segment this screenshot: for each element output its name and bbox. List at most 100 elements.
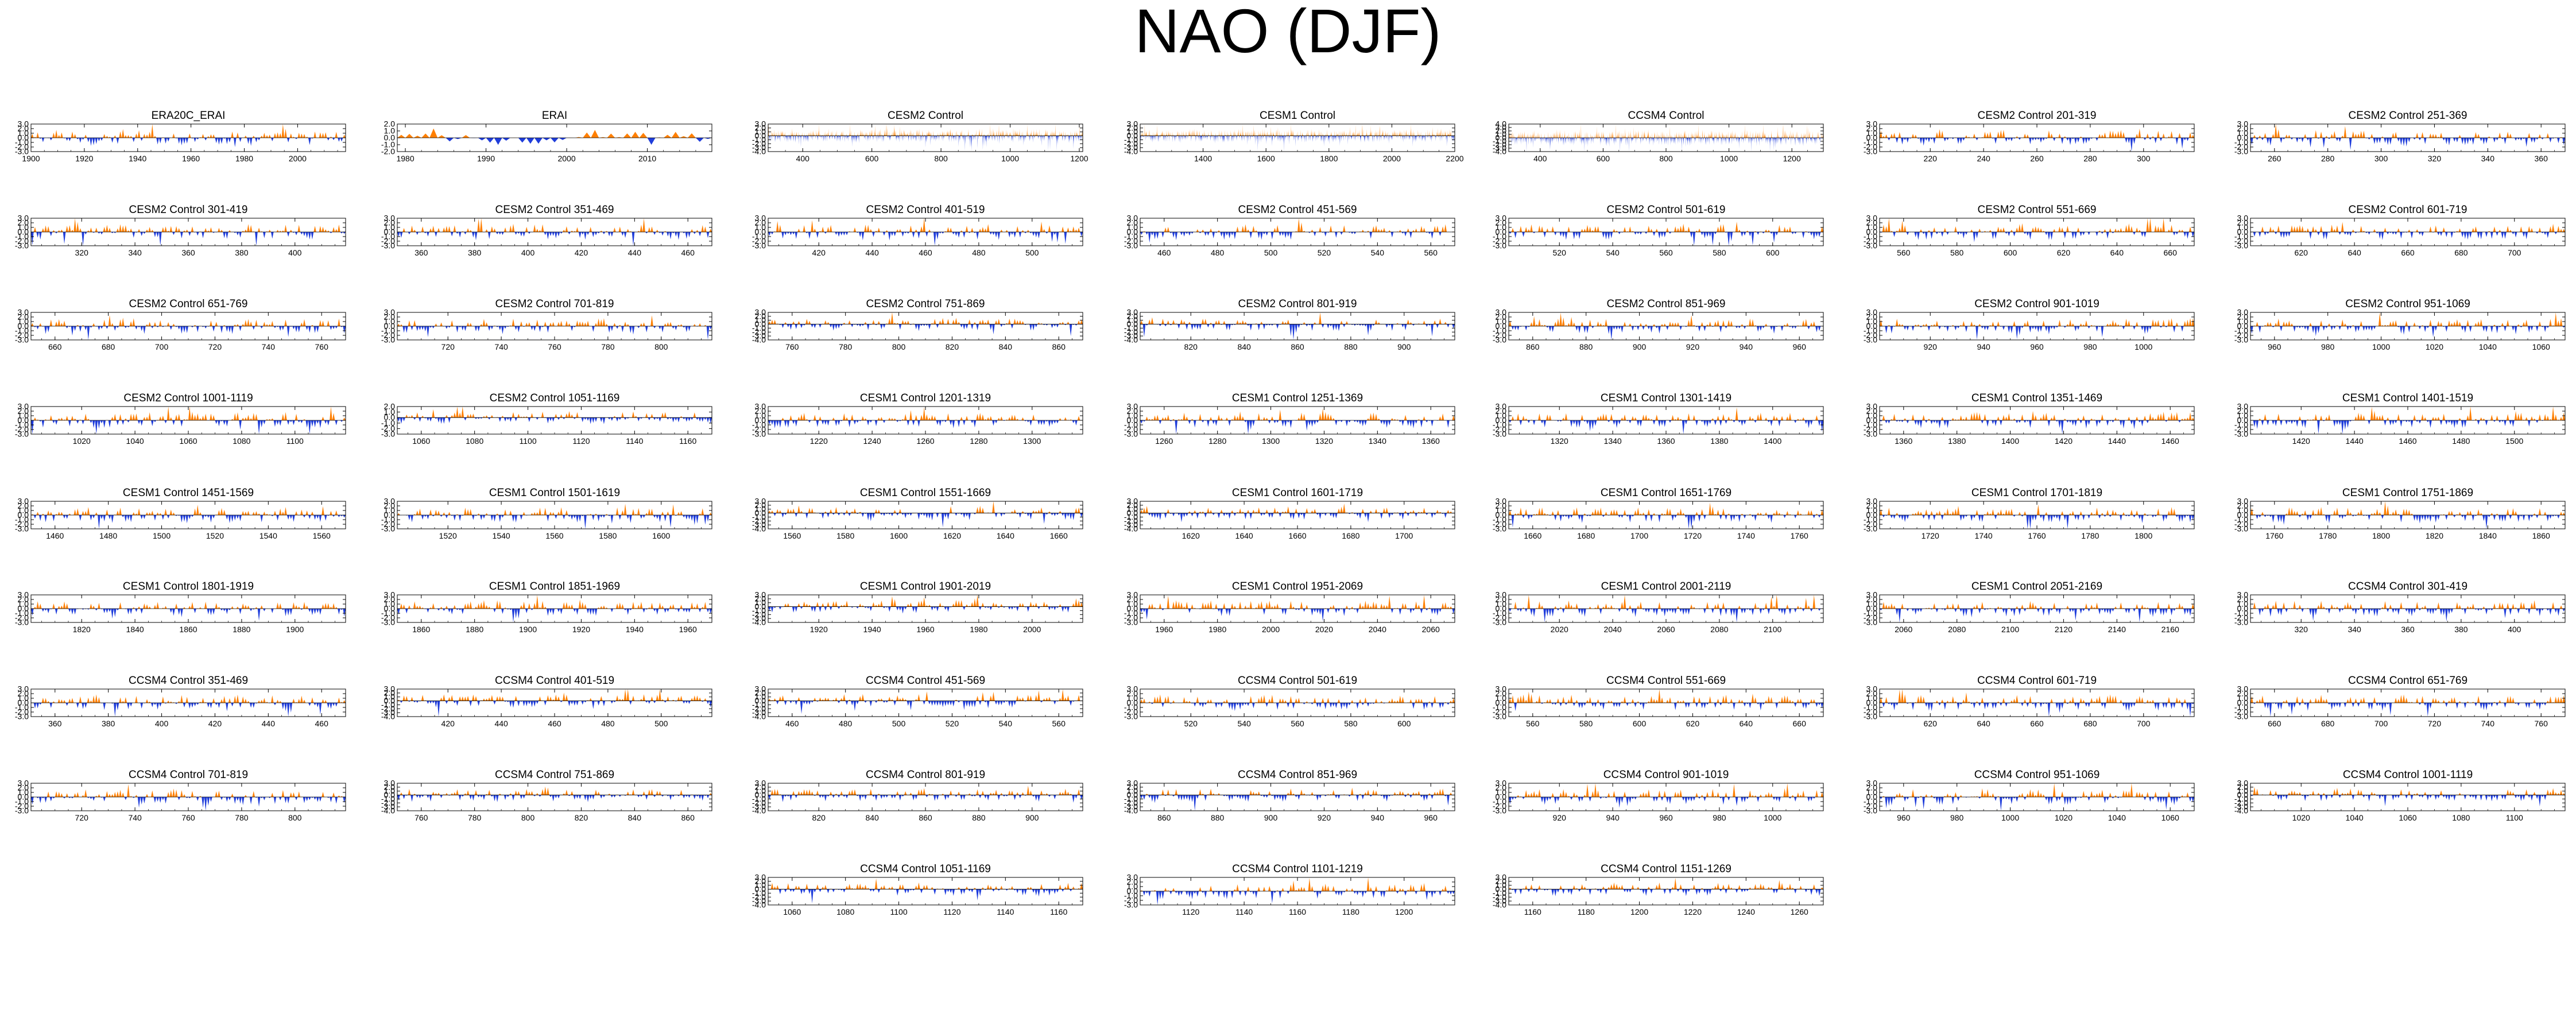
- negative-area-mark: [2384, 138, 2387, 143]
- negative-area-mark: [1364, 136, 1365, 141]
- positive-area-mark: [1268, 133, 1269, 136]
- positive-area-mark: [1744, 134, 1745, 138]
- positive-area-mark: [1567, 226, 1570, 232]
- negative-area-mark: [1814, 138, 1815, 144]
- positive-area-mark: [284, 129, 287, 138]
- positive-area-mark: [1727, 131, 1729, 138]
- positive-area-mark: [583, 132, 591, 138]
- negative-area-mark: [805, 136, 806, 142]
- negative-area-mark: [522, 232, 525, 237]
- positive-area-mark: [919, 128, 920, 136]
- negative-area-mark: [416, 232, 419, 235]
- positive-area-mark: [2167, 136, 2171, 138]
- positive-area-mark: [1269, 133, 1270, 136]
- positive-area-mark: [849, 133, 850, 136]
- positive-area-mark: [809, 132, 810, 136]
- positive-area-mark: [1196, 131, 1198, 136]
- positive-area-mark: [887, 128, 888, 136]
- negative-area-mark: [1548, 138, 1549, 144]
- chart-svg: CESM2 Control 601-7193.02.01.00.0-1.0-2.…: [2234, 204, 2566, 257]
- positive-area-mark: [984, 228, 987, 232]
- negative-area-mark: [1049, 136, 1051, 150]
- negative-area-mark: [607, 232, 611, 237]
- positive-area-mark: [1919, 229, 1923, 232]
- negative-area-mark: [1318, 136, 1319, 138]
- negative-area-mark: [849, 136, 850, 138]
- positive-area-mark: [896, 229, 899, 232]
- negative-area-mark: [2143, 232, 2147, 238]
- negative-area-mark: [1175, 136, 1176, 138]
- positive-area-mark: [1343, 130, 1344, 136]
- y-tick-label: 2.0: [2237, 124, 2249, 133]
- positive-area-mark: [1734, 134, 1735, 138]
- positive-area-mark: [1636, 134, 1637, 138]
- positive-area-mark: [663, 134, 672, 138]
- positive-area-mark: [1651, 137, 1652, 138]
- positive-area-mark: [1291, 134, 1292, 136]
- negative-area-mark: [966, 136, 967, 138]
- negative-area-mark: [495, 232, 499, 235]
- negative-area-mark: [1560, 138, 1562, 142]
- negative-area-mark: [295, 138, 298, 140]
- negative-area-mark: [2071, 232, 2075, 239]
- negative-area-mark: [557, 232, 560, 237]
- negative-area-mark: [1614, 138, 1615, 146]
- positive-area-mark: [1021, 230, 1024, 232]
- negative-area-mark: [853, 136, 854, 139]
- positive-area-mark: [1747, 130, 1748, 138]
- negative-area-mark: [156, 232, 159, 237]
- positive-area-mark: [1361, 230, 1365, 232]
- negative-area-mark: [2546, 232, 2550, 238]
- positive-area-mark: [1273, 227, 1276, 232]
- positive-area-mark: [871, 133, 873, 136]
- positive-area-mark: [956, 130, 958, 136]
- positive-area-mark: [1401, 131, 1403, 136]
- positive-area-mark: [772, 132, 773, 136]
- negative-area-mark: [815, 136, 816, 140]
- positive-area-mark: [2341, 222, 2344, 232]
- negative-area-mark: [1532, 232, 1536, 234]
- positive-area-mark: [1293, 131, 1294, 136]
- negative-area-mark: [1773, 138, 1774, 141]
- positive-area-mark: [1708, 132, 1709, 138]
- positive-area-mark: [885, 230, 888, 232]
- positive-area-mark: [1319, 133, 1320, 136]
- negative-area-mark: [502, 138, 510, 141]
- chart-svg: CESM2 Control3.02.01.00.0-1.0-2.0-3.0-4.…: [752, 110, 1088, 163]
- negative-area-mark: [1389, 136, 1390, 139]
- negative-area-mark: [1072, 136, 1074, 142]
- negative-area-mark: [2400, 232, 2403, 239]
- positive-area-mark: [1697, 135, 1698, 138]
- negative-area-mark: [1408, 136, 1409, 137]
- negative-area-mark: [941, 232, 944, 234]
- negative-area-mark: [843, 136, 844, 138]
- positive-area-mark: [1584, 136, 1585, 138]
- negative-area-mark: [1301, 136, 1302, 140]
- negative-area-mark: [226, 232, 228, 239]
- negative-area-mark: [1661, 138, 1662, 143]
- positive-area-mark: [1404, 129, 1405, 136]
- negative-area-mark: [1165, 136, 1166, 139]
- positive-area-mark: [2127, 223, 2130, 232]
- negative-area-mark: [1215, 136, 1216, 144]
- negative-area-mark: [1707, 138, 1708, 144]
- positive-area-mark: [1388, 230, 1391, 232]
- positive-area-mark: [1522, 132, 1523, 138]
- negative-area-mark: [902, 136, 903, 141]
- positive-area-mark: [1374, 225, 1378, 232]
- negative-area-mark: [2525, 232, 2528, 239]
- negative-area-mark: [973, 136, 974, 142]
- negative-area-mark: [837, 136, 838, 138]
- y-tick-label: 1.0: [384, 126, 396, 136]
- negative-area-mark: [1431, 232, 1434, 239]
- negative-area-mark: [1758, 138, 1760, 142]
- negative-area-mark: [647, 138, 656, 145]
- positive-area-mark: [821, 226, 824, 232]
- positive-area-mark: [1676, 133, 1677, 138]
- negative-area-mark: [2029, 232, 2032, 240]
- positive-area-mark: [1764, 133, 1765, 138]
- x-tick-label: 1990: [477, 154, 495, 163]
- positive-area-mark: [1010, 132, 1012, 136]
- positive-area-mark: [1693, 136, 1694, 138]
- negative-area-mark: [427, 232, 429, 237]
